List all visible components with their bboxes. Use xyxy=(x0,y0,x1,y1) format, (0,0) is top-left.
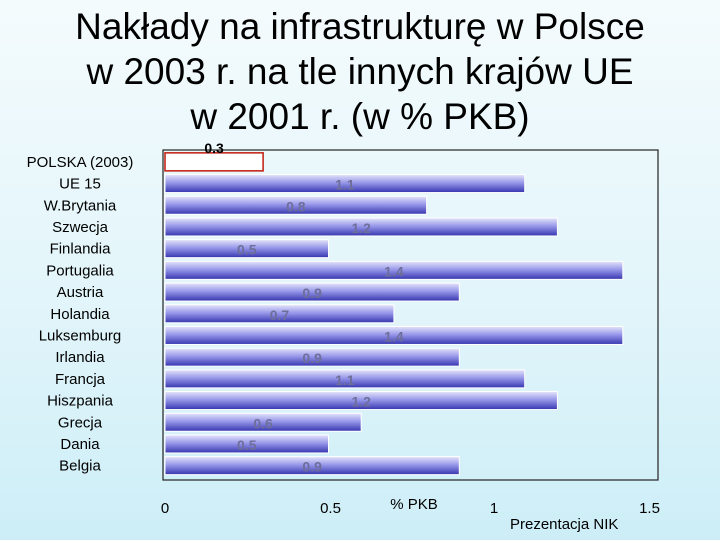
data-label: 0.8 xyxy=(286,198,306,214)
data-label: 0.9 xyxy=(302,285,322,301)
chart-title: Nakłady na infrastrukturę w Polsce w 200… xyxy=(40,4,680,139)
category-label: W.Brytania xyxy=(44,197,117,214)
x-tick-label: 1 xyxy=(490,500,498,517)
category-label: Finlandia xyxy=(50,241,112,258)
data-label: 0.5 xyxy=(237,242,257,258)
chart-title-line-3: w 2001 r. (w % PKB) xyxy=(190,96,530,137)
bar xyxy=(164,174,526,194)
category-label: Szwecja xyxy=(52,219,109,236)
bar xyxy=(164,239,329,259)
data-label: 1.1 xyxy=(335,372,355,388)
bar xyxy=(164,304,395,324)
data-label: 1.4 xyxy=(384,263,404,279)
chart-title-line-2: w 2003 r. na tle innych krajów UE xyxy=(86,51,634,92)
data-label: 0.5 xyxy=(237,437,257,453)
bar xyxy=(164,412,362,432)
bar xyxy=(164,195,428,215)
bar xyxy=(164,434,329,454)
data-label: 1.4 xyxy=(384,328,404,344)
category-label: Grecja xyxy=(58,414,103,431)
data-label: 0.6 xyxy=(253,415,273,431)
category-label: Luksemburg xyxy=(39,327,122,344)
category-label: Irlandia xyxy=(55,349,105,366)
data-label: 1.2 xyxy=(351,394,371,410)
bar xyxy=(164,391,558,411)
bar xyxy=(164,347,460,367)
data-label: 1.2 xyxy=(351,220,371,236)
data-label: 0.7 xyxy=(270,307,290,323)
bar xyxy=(164,217,558,237)
category-label: Dania xyxy=(60,436,100,453)
category-label: Holandia xyxy=(50,306,110,323)
category-label: Francja xyxy=(55,371,106,388)
category-label: Hiszpania xyxy=(47,393,114,410)
data-label: 0.9 xyxy=(302,350,322,366)
footer-text: Prezentacja NIK xyxy=(510,516,619,533)
bar xyxy=(164,456,460,476)
category-label: Portugalia xyxy=(46,262,114,279)
category-label: Belgia xyxy=(59,458,101,475)
bar xyxy=(164,260,624,280)
chart-title-line-1: Nakłady na infrastrukturę w Polsce xyxy=(75,6,645,47)
category-label: UE 15 xyxy=(59,176,101,193)
bar xyxy=(164,369,526,389)
x-tick-label: 0 xyxy=(161,500,169,517)
data-label: 0.9 xyxy=(302,459,322,475)
plot-area-frame xyxy=(162,149,659,481)
category-label: POLSKA (2003) xyxy=(27,154,134,171)
bar-highlighted xyxy=(164,152,264,172)
bar xyxy=(164,325,624,345)
x-tick-label: 1.5 xyxy=(639,500,660,517)
x-tick-label: 0.5 xyxy=(320,500,341,517)
x-axis-label: % PKB xyxy=(390,496,438,513)
bar xyxy=(164,282,460,302)
category-label: Austria xyxy=(57,284,104,301)
data-label: 0.3 xyxy=(204,140,224,156)
data-label: 1.1 xyxy=(335,177,355,193)
